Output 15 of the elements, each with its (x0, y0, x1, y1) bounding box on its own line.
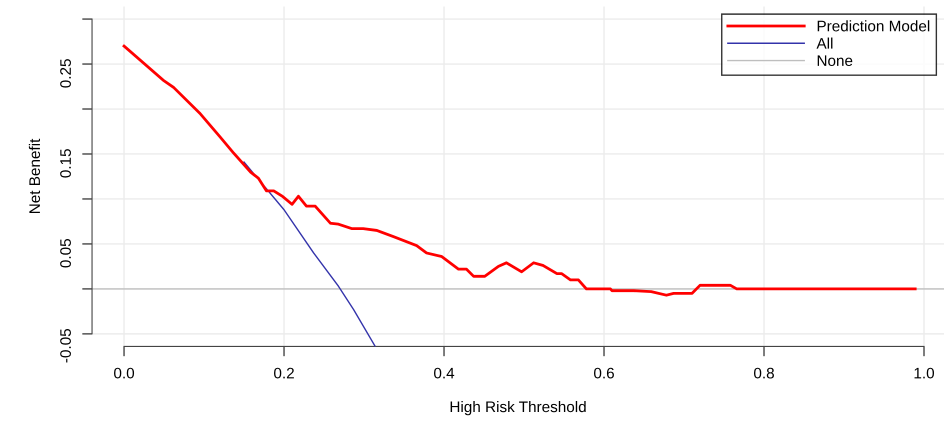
y-tick-label: 0.15 (60, 149, 71, 178)
x-axis-title: High Risk Threshold (450, 400, 586, 416)
y-tick-label: 0.25 (60, 59, 71, 88)
legend-label: Prediction Model (818, 20, 930, 32)
y-axis-title: Net Benefit (28, 138, 40, 214)
y-tick-label: 0.05 (60, 239, 71, 268)
x-tick-label: 0.4 (434, 368, 454, 379)
legend-label: None (818, 55, 852, 66)
x-tick-label: 0.2 (274, 368, 294, 379)
x-tick-label: 0.6 (594, 368, 614, 379)
x-tick-label: 0.0 (114, 368, 134, 379)
legend-label: All (816, 38, 832, 49)
x-tick-label: 0.8 (754, 368, 774, 379)
x-tick-label: 1.0 (914, 368, 934, 379)
y-tick-label: -0.05 (60, 328, 71, 362)
